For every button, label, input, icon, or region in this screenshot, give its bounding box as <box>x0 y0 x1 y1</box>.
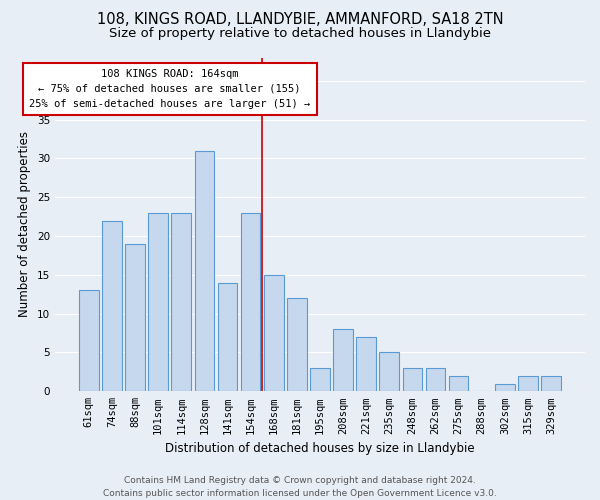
Bar <box>241 213 260 392</box>
Bar <box>194 150 214 392</box>
Bar <box>148 213 168 392</box>
Bar <box>333 329 353 392</box>
Text: Contains HM Land Registry data © Crown copyright and database right 2024.
Contai: Contains HM Land Registry data © Crown c… <box>103 476 497 498</box>
Bar <box>449 376 469 392</box>
Bar <box>125 244 145 392</box>
Bar <box>172 213 191 392</box>
Bar <box>264 275 284 392</box>
Bar <box>310 368 330 392</box>
Bar <box>518 376 538 392</box>
Bar <box>287 298 307 392</box>
Text: 108 KINGS ROAD: 164sqm
← 75% of detached houses are smaller (155)
25% of semi-de: 108 KINGS ROAD: 164sqm ← 75% of detached… <box>29 69 310 108</box>
Bar <box>102 220 122 392</box>
Bar <box>79 290 98 392</box>
Bar <box>541 376 561 392</box>
X-axis label: Distribution of detached houses by size in Llandybie: Distribution of detached houses by size … <box>165 442 475 455</box>
Bar <box>403 368 422 392</box>
Bar <box>218 282 238 392</box>
Text: Size of property relative to detached houses in Llandybie: Size of property relative to detached ho… <box>109 28 491 40</box>
Text: 108, KINGS ROAD, LLANDYBIE, AMMANFORD, SA18 2TN: 108, KINGS ROAD, LLANDYBIE, AMMANFORD, S… <box>97 12 503 28</box>
Bar <box>425 368 445 392</box>
Y-axis label: Number of detached properties: Number of detached properties <box>18 132 31 318</box>
Bar <box>356 337 376 392</box>
Bar <box>379 352 399 392</box>
Bar <box>495 384 515 392</box>
